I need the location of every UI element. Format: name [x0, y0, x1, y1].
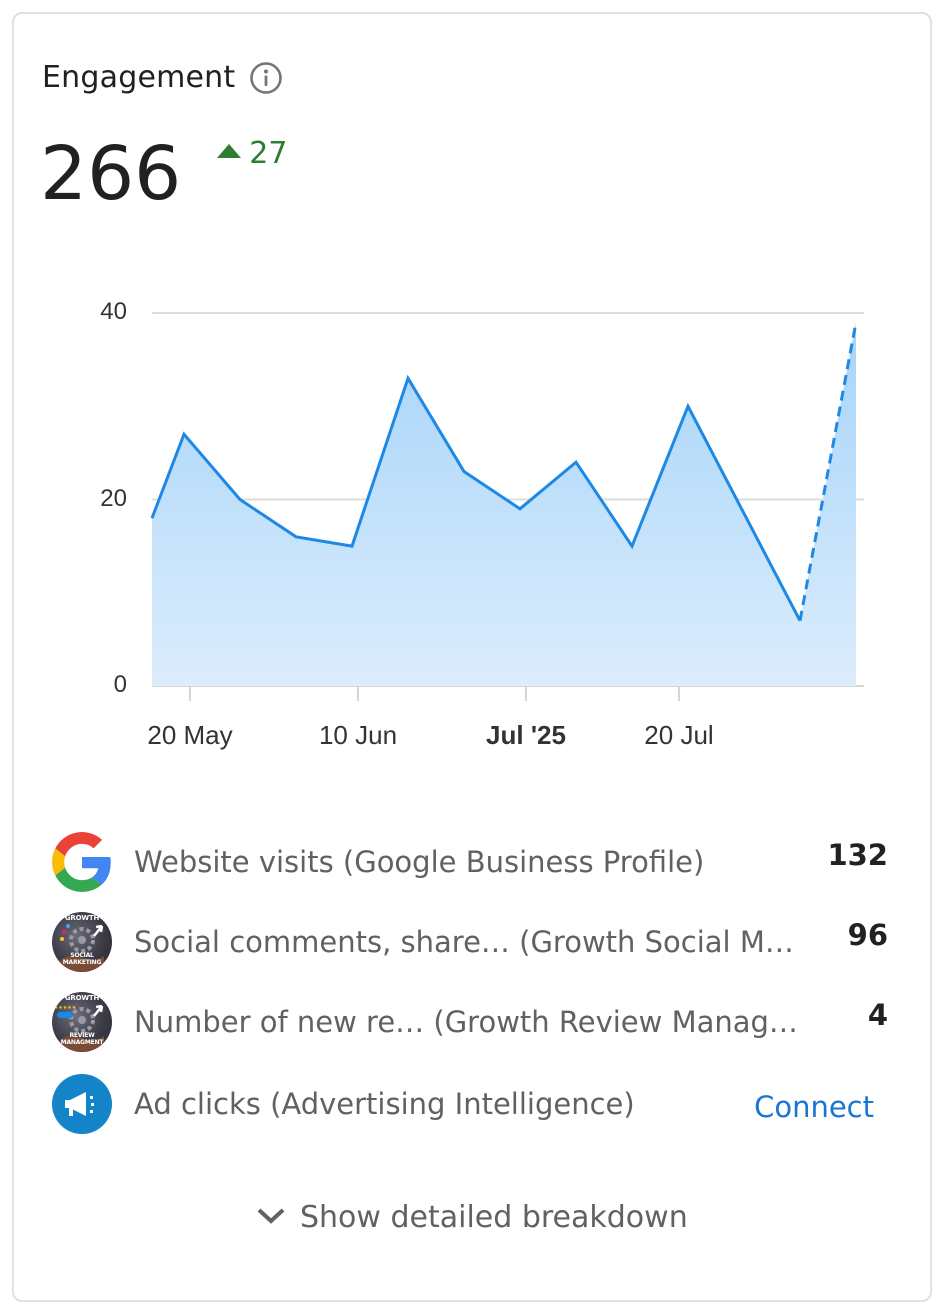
- connect-link[interactable]: Connect: [754, 1090, 874, 1124]
- delta-value: 27: [249, 136, 288, 171]
- metric-value: 266: [40, 131, 182, 217]
- svg-text:★★★★★: ★★★★★: [54, 1005, 77, 1011]
- google-g-icon: [52, 832, 112, 892]
- source-row-ads: Ad clicks (Advertising Intelligence) Con…: [52, 1072, 892, 1136]
- info-icon[interactable]: [249, 61, 283, 95]
- breakdown-label: Show detailed breakdown: [300, 1200, 688, 1235]
- card-title: Engagement: [42, 60, 236, 95]
- source-label: Ad clicks (Advertising Intelligence): [134, 1087, 635, 1121]
- source-label: Social comments, share… (Growth Social M…: [134, 925, 794, 959]
- source-value: 4: [867, 998, 888, 1032]
- source-label: Number of new re… (Growth Review Manag…: [134, 1005, 798, 1039]
- growth-social-marketing-avatar: GROWTH SOCIAL MARKETING: [52, 912, 112, 972]
- source-value: 132: [827, 838, 888, 872]
- chevron-down-icon: [256, 1206, 286, 1230]
- metric-summary: 266 27: [40, 130, 287, 218]
- megaphone-icon: [52, 1074, 112, 1134]
- growth-review-management-avatar: ★★★★★ GROWTH REVIEW MANAGMENT: [52, 992, 112, 1052]
- source-row-reviews[interactable]: ★★★★★ GROWTH REVIEW MANAGMENT Number of …: [52, 990, 892, 1054]
- source-value: 96: [847, 918, 888, 952]
- show-detailed-breakdown-button[interactable]: Show detailed breakdown: [256, 1200, 688, 1235]
- source-row-social[interactable]: GROWTH SOCIAL MARKETING Social comments,…: [52, 910, 892, 974]
- source-row-google[interactable]: Website visits (Google Business Profile)…: [52, 830, 892, 894]
- source-label: Website visits (Google Business Profile): [134, 845, 705, 879]
- arrow-up-icon: [217, 143, 242, 158]
- delta-badge: 27: [217, 136, 287, 171]
- card-header: Engagement: [42, 60, 283, 95]
